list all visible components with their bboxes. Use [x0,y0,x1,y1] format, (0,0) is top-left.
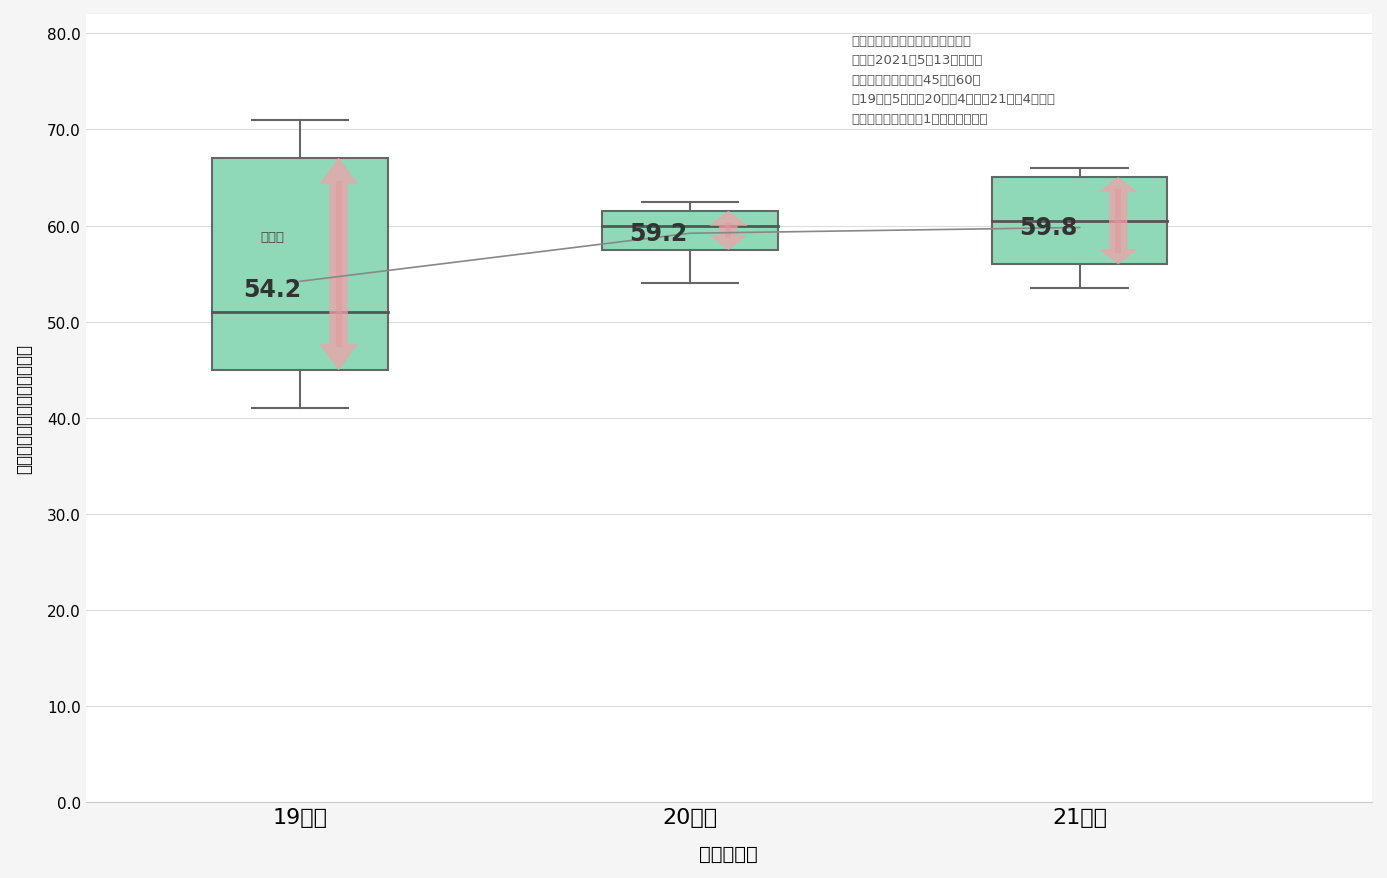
Y-axis label: チャンネル固定者割合（％）: チャンネル固定者割合（％） [15,344,33,474]
Bar [992,178,1168,264]
Text: 54.2: 54.2 [244,277,302,301]
Bar [602,212,778,250]
Text: 平均値: 平均値 [261,231,284,243]
Text: 59.8: 59.8 [1019,216,1078,241]
Polygon shape [320,159,356,371]
Bar [212,159,388,371]
Text: 59.2: 59.2 [630,222,688,246]
X-axis label: 放送時間帯: 放送時間帯 [699,844,759,863]
Polygon shape [1100,178,1137,264]
Text: データ：視聴ログ　エリア：関東
期間：2021年5月13日（水）
対象番組：放送分圀45分～60分
（19時台5番組、20時台4番組、21時台4番組）
番組視聴: データ：視聴ログ エリア：関東 期間：2021年5月13日（水） 対象番組：放送… [852,34,1056,126]
Polygon shape [710,212,748,250]
